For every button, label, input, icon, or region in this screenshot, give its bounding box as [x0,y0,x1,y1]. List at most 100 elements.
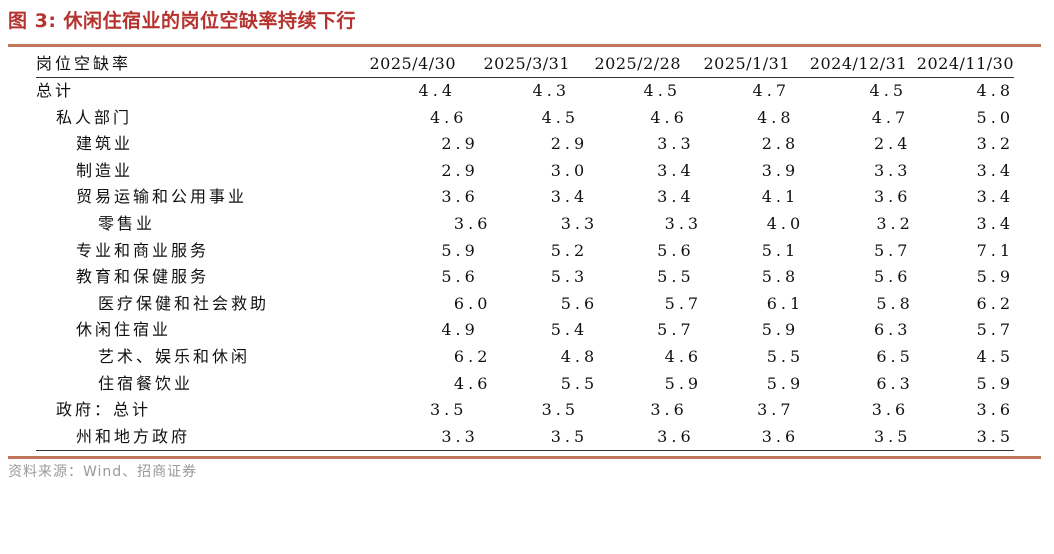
table-cell: 4.8 [757,107,795,127]
table-cell: 5.9 [761,320,800,340]
table-cell: 6.2 [976,293,1014,313]
table-cell: 3.5 [429,400,468,420]
row-label: 专业和商业服务 [76,240,210,260]
table-cell: 3.9 [761,160,800,180]
row-label: 教育和保健服务 [76,267,210,287]
table-cell: 5.8 [876,293,914,313]
header-label: 岗位空缺率 [36,54,132,73]
table-cell: 5.2 [550,240,589,260]
table-cell: 3.0 [550,160,589,180]
table-cell: 3.4 [976,213,1014,233]
table-cell: 3.6 [873,187,912,207]
table-cell: 5.0 [976,107,1014,127]
table-cell: 4.8 [560,346,599,366]
table-cell: 5.4 [550,320,589,340]
table-row: 零售业 3.6 3.3 3.3 4.0 3.2 3.4 [36,211,1014,238]
table-cell: 5.7 [976,320,1015,340]
row-label: 总计 [36,81,75,100]
row-label: 建筑业 [76,134,134,154]
table-cell: 3.3 [873,160,912,180]
row-label: 制造业 [76,160,134,180]
table-cell: 3.6 [441,187,479,207]
table-cell: 5.8 [761,267,800,287]
table-cell: 4.6 [650,107,688,127]
table-row: 政府：总计 3.5 3.5 3.6 3.7 3.6 3.6 [36,397,1014,424]
row-label: 贸易运输和公用事业 [76,187,248,207]
column-header: 2024/11/30 [916,54,1014,73]
table-row: 私人部门 4.6 4.5 4.6 4.8 4.7 5.0 [36,105,1014,132]
table-cell: 3.3 [657,134,695,154]
source-note: 资料来源：Wind、招商证券 [8,464,198,480]
table-cell: 4.6 [429,107,468,127]
table-cell: 5.9 [976,267,1015,287]
table-cell: 3.6 [976,400,1014,420]
table-cell: 6.3 [873,320,912,340]
table-cell: 5.5 [560,373,599,393]
table-cell: 7.1 [976,240,1015,260]
table-cell: 3.4 [976,187,1015,207]
table-cell: 2.9 [441,134,479,154]
table-cell: 4.5 [643,81,681,100]
table-row: 专业和商业服务 5.9 5.2 5.6 5.1 5.7 7.1 [36,238,1014,265]
table-cell: 4.5 [541,107,580,127]
table-row: 总计 4.4 4.3 4.5 4.7 4.5 4.8 [36,78,1014,105]
table-cell: 3.5 [550,426,589,446]
table-cell: 5.6 [873,267,912,287]
row-label: 休闲住宿业 [76,320,172,340]
table-row: 制造业 2.9 3.0 3.4 3.9 3.3 3.4 [36,158,1014,185]
table-body: 总计 4.4 4.3 4.5 4.7 4.5 4.8 私人部门 4.6 4.5 4.6 4.8 4.7 5… [36,78,1014,452]
table-row: 教育和保健服务 5.6 5.3 5.5 5.8 5.6 5.9 [36,264,1014,291]
table-cell: 3.6 [871,400,910,420]
table-cell: 4.1 [761,187,800,207]
table-row: 休闲住宿业 4.9 5.4 5.7 5.9 6.3 5.7 [36,317,1014,344]
top-rule [8,44,1041,47]
table-cell: 3.6 [453,213,492,233]
table-cell: 3.6 [761,426,800,446]
table-cell: 4.5 [976,346,1014,366]
table-cell: 6.2 [453,346,492,366]
table-cell: 4.6 [453,373,492,393]
table-row: 建筑业 2.9 2.9 3.3 2.8 2.4 3.2 [36,131,1014,158]
table-cell: 4.5 [869,81,907,100]
table-cell: 5.9 [664,373,703,393]
table-cell: 5.7 [873,240,912,260]
table-cell: 4.8 [976,81,1014,100]
table-cell: 3.3 [664,213,703,233]
table-cell: 4.0 [766,213,805,233]
table-row: 住宿餐饮业 4.6 5.5 5.9 5.9 6.3 5.9 [36,371,1014,398]
table-cell: 2.4 [873,134,912,154]
table-cell: 2.8 [761,134,800,154]
table-cell: 5.6 [441,267,479,287]
figure-title: 图 3: 休闲住宿业的岗位空缺率持续下行 [8,10,357,32]
table-cell: 3.7 [757,400,795,420]
table-cell: 3.2 [976,134,1015,154]
table-cell: 3.4 [657,187,695,207]
table-row: 医疗保健和社会救助 6.0 5.6 5.7 6.1 5.8 6.2 [36,291,1014,318]
table-cell: 5.9 [976,373,1014,393]
table-row: 贸易运输和公用事业 3.6 3.4 3.4 4.1 3.6 3.4 [36,184,1014,211]
table-cell: 6.5 [876,346,914,366]
table-cell: 6.1 [766,293,805,313]
row-label: 艺术、娱乐和休闲 [98,346,251,366]
row-label: 政府：总计 [56,400,152,420]
table-cell: 5.3 [550,267,589,287]
table-cell: 2.9 [550,134,589,154]
table-cell: 3.5 [976,426,1015,446]
table-cell: 3.4 [550,187,589,207]
table-cell: 5.9 [441,240,479,260]
table-cell: 4.6 [664,346,703,366]
column-header: 2025/2/28 [594,54,681,73]
table-cell: 6.3 [876,373,914,393]
table-cell: 3.4 [657,160,695,180]
table-cell: 5.7 [657,320,695,340]
table-header-row: 岗位空缺率 2025/4/30 2025/3/31 2025/2/28 2025… [36,51,1014,78]
table-cell: 3.2 [876,213,914,233]
table-row: 州和地方政府 3.3 3.5 3.6 3.6 3.5 3.5 [36,424,1014,452]
table-cell: 4.4 [418,81,456,100]
row-label: 住宿餐饮业 [98,373,194,393]
row-label: 私人部门 [56,107,133,127]
table-cell: 3.4 [976,160,1015,180]
table-cell: 5.7 [664,293,703,313]
table-cell: 3.3 [560,213,599,233]
table-cell: 5.5 [766,346,805,366]
